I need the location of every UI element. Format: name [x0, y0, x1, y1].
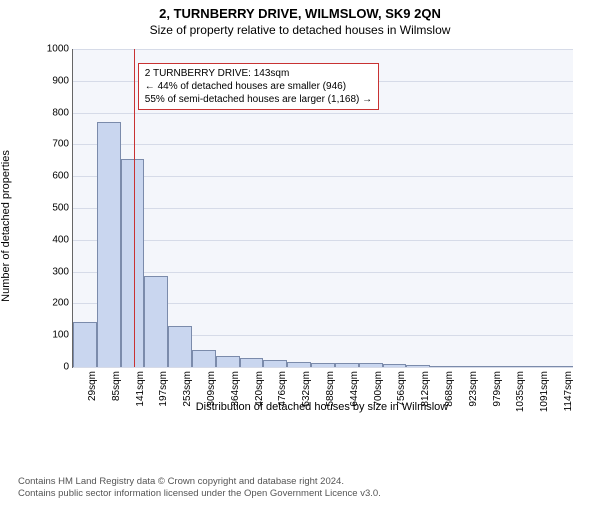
y-tick-label: 300: [52, 266, 73, 277]
gridline: [73, 367, 573, 368]
gridline: [73, 113, 573, 114]
y-tick-label: 500: [52, 203, 73, 214]
callout-line-2: ← 44% of detached houses are smaller (94…: [145, 80, 372, 93]
y-tick-label: 1000: [47, 44, 73, 55]
histogram-bar: [168, 326, 192, 367]
histogram-bar: [263, 360, 287, 367]
x-tick-label: 85sqm: [111, 371, 122, 401]
y-tick-label: 700: [52, 139, 73, 150]
callout-line-3: 55% of semi-detached houses are larger (…: [145, 93, 372, 106]
gridline: [73, 176, 573, 177]
y-tick-label: 900: [52, 75, 73, 86]
histogram-bar: [478, 366, 502, 367]
attribution-footer: Contains HM Land Registry data © Crown c…: [18, 476, 381, 500]
gridline: [73, 208, 573, 209]
property-callout: 2 TURNBERRY DRIVE: 143sqm← 44% of detach…: [138, 63, 379, 110]
gridline: [73, 240, 573, 241]
x-tick-label: 29sqm: [87, 371, 98, 401]
histogram-bar: [383, 364, 407, 367]
histogram-bar: [406, 365, 430, 367]
histogram-bar: [359, 363, 383, 367]
histogram-bar: [192, 350, 216, 367]
histogram-bar: [502, 366, 526, 367]
histogram-bar: [525, 366, 549, 367]
x-axis-label: Distribution of detached houses by size …: [72, 401, 572, 413]
histogram-bar: [430, 366, 454, 367]
page-title: 2, TURNBERRY DRIVE, WILMSLOW, SK9 2QN: [0, 6, 600, 21]
histogram-bar: [549, 366, 573, 367]
property-marker-line: [134, 49, 135, 367]
histogram-bar: [311, 363, 335, 367]
gridline: [73, 49, 573, 50]
plot-area: 0100200300400500600700800900100029sqm85s…: [72, 49, 573, 368]
y-tick-label: 100: [52, 330, 73, 341]
footer-line-2: Contains public sector information licen…: [18, 488, 381, 500]
callout-line-1: 2 TURNBERRY DRIVE: 143sqm: [145, 67, 372, 80]
histogram-bar: [216, 356, 240, 367]
histogram-bar: [121, 159, 145, 367]
chart-container: Number of detached properties 0100200300…: [20, 41, 580, 411]
histogram-bar: [454, 366, 478, 367]
gridline: [73, 272, 573, 273]
y-tick-label: 400: [52, 234, 73, 245]
histogram-bar: [240, 358, 264, 367]
y-axis-label: Number of detached properties: [0, 150, 12, 302]
histogram-bar: [144, 276, 168, 367]
page-subtitle: Size of property relative to detached ho…: [0, 23, 600, 37]
y-tick-label: 200: [52, 298, 73, 309]
histogram-bar: [97, 122, 121, 367]
histogram-bar: [335, 363, 359, 367]
gridline: [73, 144, 573, 145]
histogram-bar: [73, 322, 97, 367]
y-tick-label: 0: [63, 362, 73, 373]
footer-line-1: Contains HM Land Registry data © Crown c…: [18, 476, 381, 488]
histogram-bar: [287, 362, 311, 367]
y-tick-label: 800: [52, 107, 73, 118]
y-tick-label: 600: [52, 171, 73, 182]
